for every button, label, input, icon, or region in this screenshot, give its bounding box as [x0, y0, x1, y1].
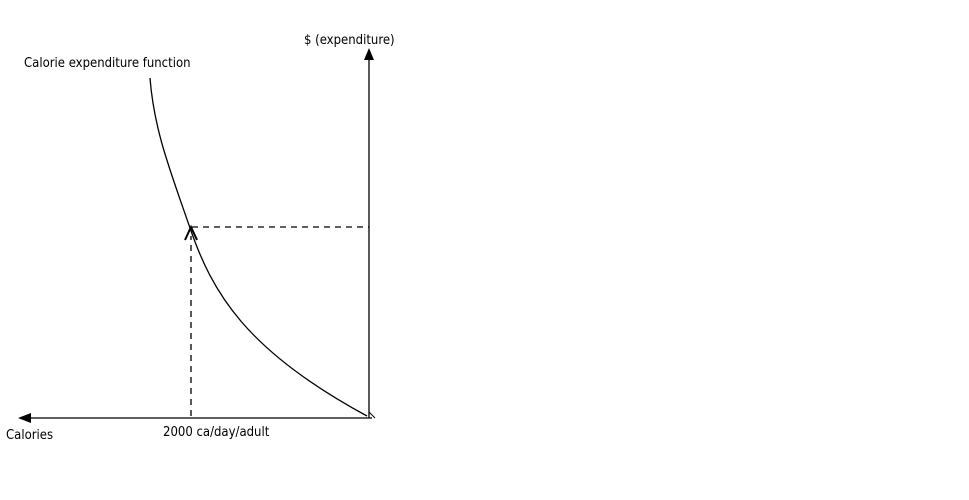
curve-label: Calorie expenditure function — [24, 56, 191, 71]
x-axis-arrowhead — [18, 413, 31, 423]
y-axis-label: $ (expenditure) — [304, 33, 395, 48]
y-axis-arrowhead — [364, 48, 374, 60]
dashed-guide-arrowhead — [184, 224, 198, 241]
calorie-expenditure-curve — [149, 77, 368, 417]
origin-tick — [368, 411, 376, 419]
marker-label: 2000 ca/day/adult — [163, 425, 270, 440]
x-axis-label: Calories — [6, 428, 53, 443]
